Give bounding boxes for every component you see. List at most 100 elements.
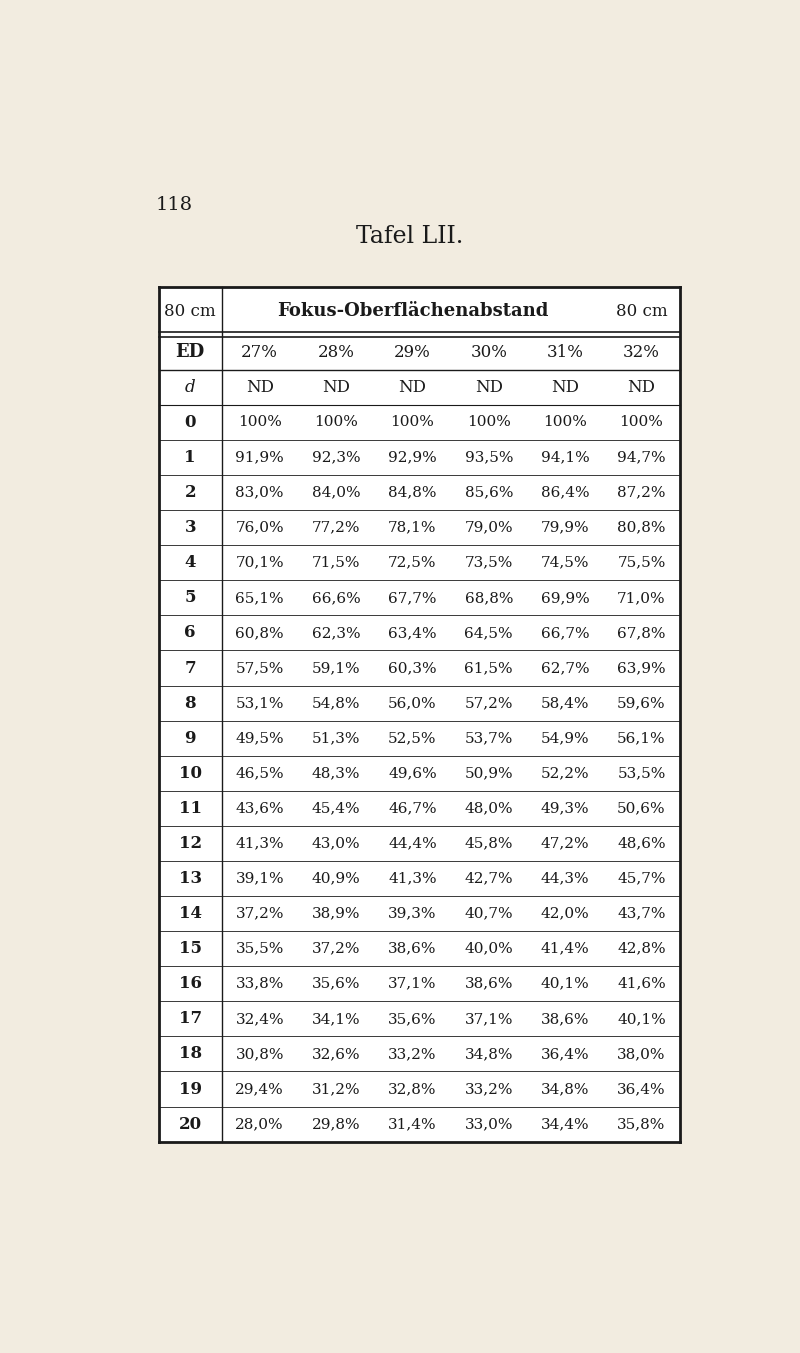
Text: 27%: 27%	[242, 344, 278, 361]
Text: 100%: 100%	[543, 415, 587, 429]
Text: 79,9%: 79,9%	[541, 521, 590, 534]
Text: 94,1%: 94,1%	[541, 451, 590, 464]
Text: 41,6%: 41,6%	[617, 977, 666, 990]
Text: 67,7%: 67,7%	[388, 591, 437, 605]
Text: 57,5%: 57,5%	[235, 662, 284, 675]
Text: 36,4%: 36,4%	[541, 1047, 590, 1061]
Text: 67,8%: 67,8%	[618, 626, 666, 640]
Text: 57,2%: 57,2%	[465, 695, 513, 710]
Text: 37,2%: 37,2%	[235, 907, 284, 920]
Text: 16: 16	[178, 976, 202, 992]
Text: ND: ND	[246, 379, 274, 396]
Text: 34,8%: 34,8%	[541, 1082, 590, 1096]
Text: 94,7%: 94,7%	[618, 451, 666, 464]
Text: 0: 0	[185, 414, 196, 432]
Text: 5: 5	[185, 590, 196, 606]
Text: 29,8%: 29,8%	[312, 1118, 360, 1131]
Text: 63,4%: 63,4%	[388, 626, 437, 640]
Text: 33,8%: 33,8%	[235, 977, 284, 990]
Text: 92,3%: 92,3%	[312, 451, 360, 464]
Text: 50,9%: 50,9%	[465, 766, 513, 781]
Text: 38,6%: 38,6%	[465, 977, 513, 990]
Text: 31%: 31%	[546, 344, 583, 361]
Text: 7: 7	[184, 659, 196, 676]
Text: 59,1%: 59,1%	[312, 662, 360, 675]
Text: 39,1%: 39,1%	[235, 871, 284, 885]
Text: 33,2%: 33,2%	[388, 1047, 437, 1061]
Text: 40,0%: 40,0%	[465, 942, 513, 955]
Text: 49,5%: 49,5%	[235, 731, 284, 746]
Text: 53,7%: 53,7%	[465, 731, 513, 746]
Text: 86,4%: 86,4%	[541, 486, 590, 499]
Text: 66,7%: 66,7%	[541, 626, 590, 640]
Text: 76,0%: 76,0%	[235, 521, 284, 534]
Text: 54,8%: 54,8%	[312, 695, 360, 710]
Text: 60,3%: 60,3%	[388, 662, 437, 675]
Text: 45,4%: 45,4%	[312, 801, 360, 816]
Text: 20: 20	[178, 1116, 202, 1132]
Text: ND: ND	[322, 379, 350, 396]
Text: 78,1%: 78,1%	[388, 521, 437, 534]
Text: 77,2%: 77,2%	[312, 521, 360, 534]
Text: 87,2%: 87,2%	[618, 486, 666, 499]
Text: 71,5%: 71,5%	[312, 556, 360, 570]
Text: 50,6%: 50,6%	[618, 801, 666, 816]
Text: 18: 18	[178, 1046, 202, 1062]
Text: 47,2%: 47,2%	[541, 836, 590, 851]
Text: 31,2%: 31,2%	[312, 1082, 360, 1096]
Text: 54,9%: 54,9%	[541, 731, 590, 746]
Text: 13: 13	[178, 870, 202, 888]
Text: 34,8%: 34,8%	[465, 1047, 513, 1061]
Text: ND: ND	[474, 379, 502, 396]
Text: 2: 2	[184, 484, 196, 501]
Text: 31,4%: 31,4%	[388, 1118, 437, 1131]
Text: 10: 10	[178, 764, 202, 782]
Text: Tafel LII.: Tafel LII.	[356, 225, 464, 248]
Text: 32,6%: 32,6%	[312, 1047, 360, 1061]
Text: 61,5%: 61,5%	[465, 662, 513, 675]
Text: 3: 3	[184, 520, 196, 536]
Text: 84,8%: 84,8%	[388, 486, 437, 499]
Text: 15: 15	[178, 940, 202, 957]
Text: 66,6%: 66,6%	[312, 591, 361, 605]
Text: 35,8%: 35,8%	[618, 1118, 666, 1131]
Text: 52,2%: 52,2%	[541, 766, 590, 781]
Text: 45,8%: 45,8%	[465, 836, 513, 851]
Text: 11: 11	[178, 800, 202, 817]
Text: 92,9%: 92,9%	[388, 451, 437, 464]
Text: 34,4%: 34,4%	[541, 1118, 590, 1131]
Text: 73,5%: 73,5%	[465, 556, 513, 570]
Text: 100%: 100%	[390, 415, 434, 429]
Text: 37,1%: 37,1%	[465, 1012, 513, 1026]
Text: 33,2%: 33,2%	[465, 1082, 513, 1096]
Text: 41,4%: 41,4%	[541, 942, 590, 955]
Text: 42,0%: 42,0%	[541, 907, 590, 920]
Text: 33,0%: 33,0%	[465, 1118, 513, 1131]
Text: 8: 8	[184, 694, 196, 712]
Text: 30%: 30%	[470, 344, 507, 361]
Text: 32%: 32%	[623, 344, 660, 361]
Text: 43,7%: 43,7%	[618, 907, 666, 920]
Text: 72,5%: 72,5%	[388, 556, 437, 570]
Text: 52,5%: 52,5%	[388, 731, 437, 746]
Text: 12: 12	[178, 835, 202, 852]
Text: 38,6%: 38,6%	[541, 1012, 590, 1026]
Text: 100%: 100%	[467, 415, 510, 429]
Text: 17: 17	[178, 1011, 202, 1027]
Text: 75,5%: 75,5%	[618, 556, 666, 570]
Text: 56,1%: 56,1%	[618, 731, 666, 746]
Text: ND: ND	[398, 379, 426, 396]
Text: 46,5%: 46,5%	[235, 766, 284, 781]
Text: 48,6%: 48,6%	[618, 836, 666, 851]
Text: 62,7%: 62,7%	[541, 662, 590, 675]
Text: 45,7%: 45,7%	[618, 871, 666, 885]
Text: 32,8%: 32,8%	[388, 1082, 437, 1096]
Text: 64,5%: 64,5%	[465, 626, 513, 640]
Text: Fokus-Oberflächenabstand: Fokus-Oberflächenabstand	[277, 302, 548, 321]
Text: 36,4%: 36,4%	[618, 1082, 666, 1096]
Text: ND: ND	[627, 379, 655, 396]
Text: 74,5%: 74,5%	[541, 556, 590, 570]
Text: 80 cm: 80 cm	[164, 303, 216, 319]
Text: 28,0%: 28,0%	[235, 1118, 284, 1131]
Text: 1: 1	[185, 449, 196, 465]
